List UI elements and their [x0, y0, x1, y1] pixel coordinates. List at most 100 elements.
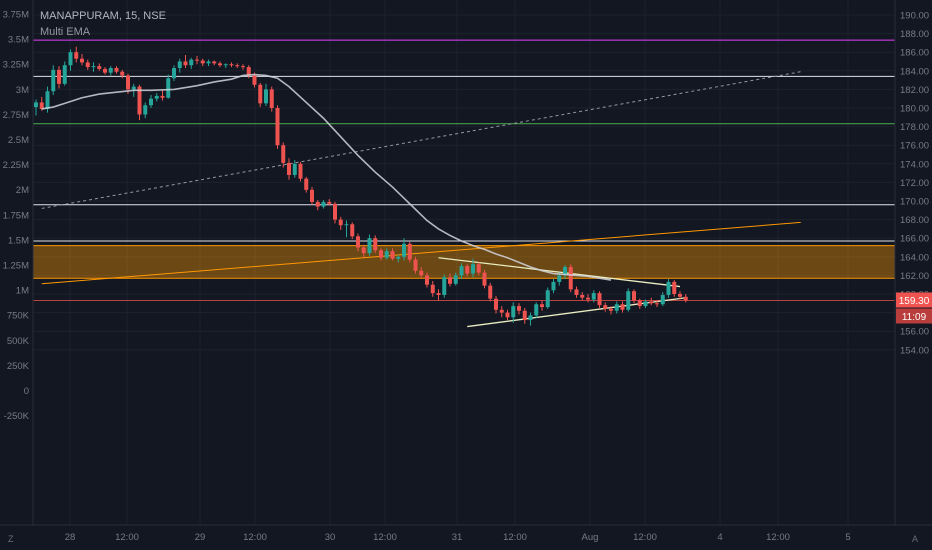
- candle-body: [413, 259, 418, 271]
- time-tick-label: Aug: [582, 532, 599, 543]
- candlesticks: [34, 46, 688, 326]
- price-tick-label: 174.00: [900, 159, 929, 170]
- candle-body: [591, 293, 596, 300]
- candle-body: [338, 219, 343, 226]
- candle-body: [471, 264, 475, 274]
- candle-body: [229, 64, 234, 66]
- indicator-label[interactable]: Multi EMA: [40, 26, 91, 38]
- volume-tick-label: 2.5M: [8, 135, 29, 146]
- candle-body: [499, 309, 504, 313]
- candle-body: [666, 281, 671, 295]
- candle-body: [160, 95, 165, 98]
- volume-tick-label: 2.75M: [3, 110, 29, 121]
- price-tick-label: 180.00: [900, 104, 929, 115]
- volume-axis[interactable]: 3.75M 3.5M 3.25M 3M 2.75M 2.5M 2.25M 2M 1.75M 1.5…: [3, 0, 34, 525]
- candle-body: [419, 270, 424, 276]
- price-tags: 159.30 11:09: [896, 292, 932, 324]
- horizontal-levels[interactable]: [33, 39, 895, 301]
- candle-body: [195, 59, 199, 61]
- candle-body: [373, 238, 378, 251]
- candle-body: [620, 304, 625, 310]
- candle-body: [396, 256, 401, 259]
- candle-body: [131, 86, 136, 90]
- price-tick-label: 188.00: [900, 29, 929, 40]
- candle-body: [551, 281, 556, 291]
- scale-zoom-button[interactable]: Z: [8, 534, 14, 544]
- volume-tick-label: 2M: [16, 185, 29, 196]
- time-tick-label: 12:00: [503, 532, 527, 543]
- symbol-title[interactable]: MANAPPURAM, 15, NSE: [40, 10, 166, 22]
- candle-body: [361, 247, 366, 254]
- candle-body: [402, 243, 406, 257]
- price-tick-label: 166.00: [900, 234, 929, 245]
- candle-body: [672, 281, 677, 294]
- auto-scale-button[interactable]: A: [912, 534, 919, 544]
- time-tick-label: 5: [845, 532, 850, 543]
- last-price-label: 159.30: [899, 296, 930, 307]
- candle-body: [166, 78, 171, 98]
- trendline-dashed: [41, 71, 801, 209]
- candle-body: [223, 64, 228, 66]
- candle-body: [609, 308, 613, 311]
- volume-tick-label: 3M: [16, 85, 29, 96]
- last-price-tag: [896, 292, 932, 308]
- candle-body: [315, 201, 320, 207]
- time-tick-label: 12:00: [766, 532, 790, 543]
- candle-body: [448, 277, 452, 284]
- price-tick-label: 164.00: [900, 252, 929, 263]
- candle-body: [632, 291, 636, 301]
- volume-tick-label: -250K: [4, 411, 30, 422]
- price-tick-label: 156.00: [900, 327, 929, 338]
- time-axis[interactable]: 28 12:00 29 12:00 30 12:00 31 12:00 Aug 12:00 4 12:…: [0, 524, 932, 543]
- price-tick-label: 186.00: [900, 48, 929, 59]
- candle-body: [660, 294, 665, 305]
- candle-body: [218, 63, 222, 66]
- candle-body: [172, 68, 176, 79]
- price-tick-label: 176.00: [900, 141, 929, 152]
- volume-tick-label: 3.25M: [3, 60, 29, 71]
- time-tick-label: 12:00: [115, 532, 139, 543]
- price-tick-label: 184.00: [900, 66, 929, 77]
- candle-body: [149, 98, 153, 106]
- candle-body: [304, 178, 309, 190]
- candle-body: [80, 58, 84, 63]
- price-tick-label: 154.00: [900, 345, 929, 356]
- time-tick-label: 30: [325, 532, 336, 543]
- volume-tick-label: 3.75M: [3, 10, 29, 21]
- candle-body: [103, 68, 107, 73]
- candle-body: [281, 145, 286, 163]
- candle-body: [540, 304, 544, 308]
- candle-body: [425, 275, 429, 285]
- price-tick-label: 162.00: [900, 271, 929, 282]
- candle-body: [45, 91, 50, 109]
- zone-fill: [33, 245, 895, 279]
- trendline-orange: [41, 221, 801, 285]
- candle-body: [34, 102, 38, 108]
- volume-tick-label: 1.25M: [3, 261, 29, 272]
- candle-body: [586, 297, 590, 300]
- candle-body: [614, 304, 619, 311]
- price-tick-label: 190.00: [900, 11, 929, 22]
- candle-body: [442, 277, 447, 295]
- candle-body: [557, 275, 562, 282]
- time-tick-label: 12:00: [373, 532, 397, 543]
- candle-body: [74, 52, 79, 59]
- candle-body: [568, 267, 573, 290]
- candle-body: [603, 305, 608, 309]
- candle-body: [574, 289, 579, 295]
- candle-body: [68, 52, 73, 66]
- candle-body: [137, 86, 142, 115]
- volume-tick-label: 750K: [7, 311, 30, 322]
- candle-body: [321, 201, 326, 207]
- candle-body: [310, 189, 314, 202]
- candle-body: [189, 59, 194, 66]
- candle-body: [333, 203, 337, 220]
- candle-body: [200, 60, 205, 64]
- candle-body: [177, 61, 182, 69]
- time-tick-label: 28: [65, 532, 76, 543]
- candle-body: [252, 75, 257, 85]
- candle-body: [643, 301, 648, 307]
- candle-body: [51, 69, 56, 92]
- ema-line: [41, 73, 612, 281]
